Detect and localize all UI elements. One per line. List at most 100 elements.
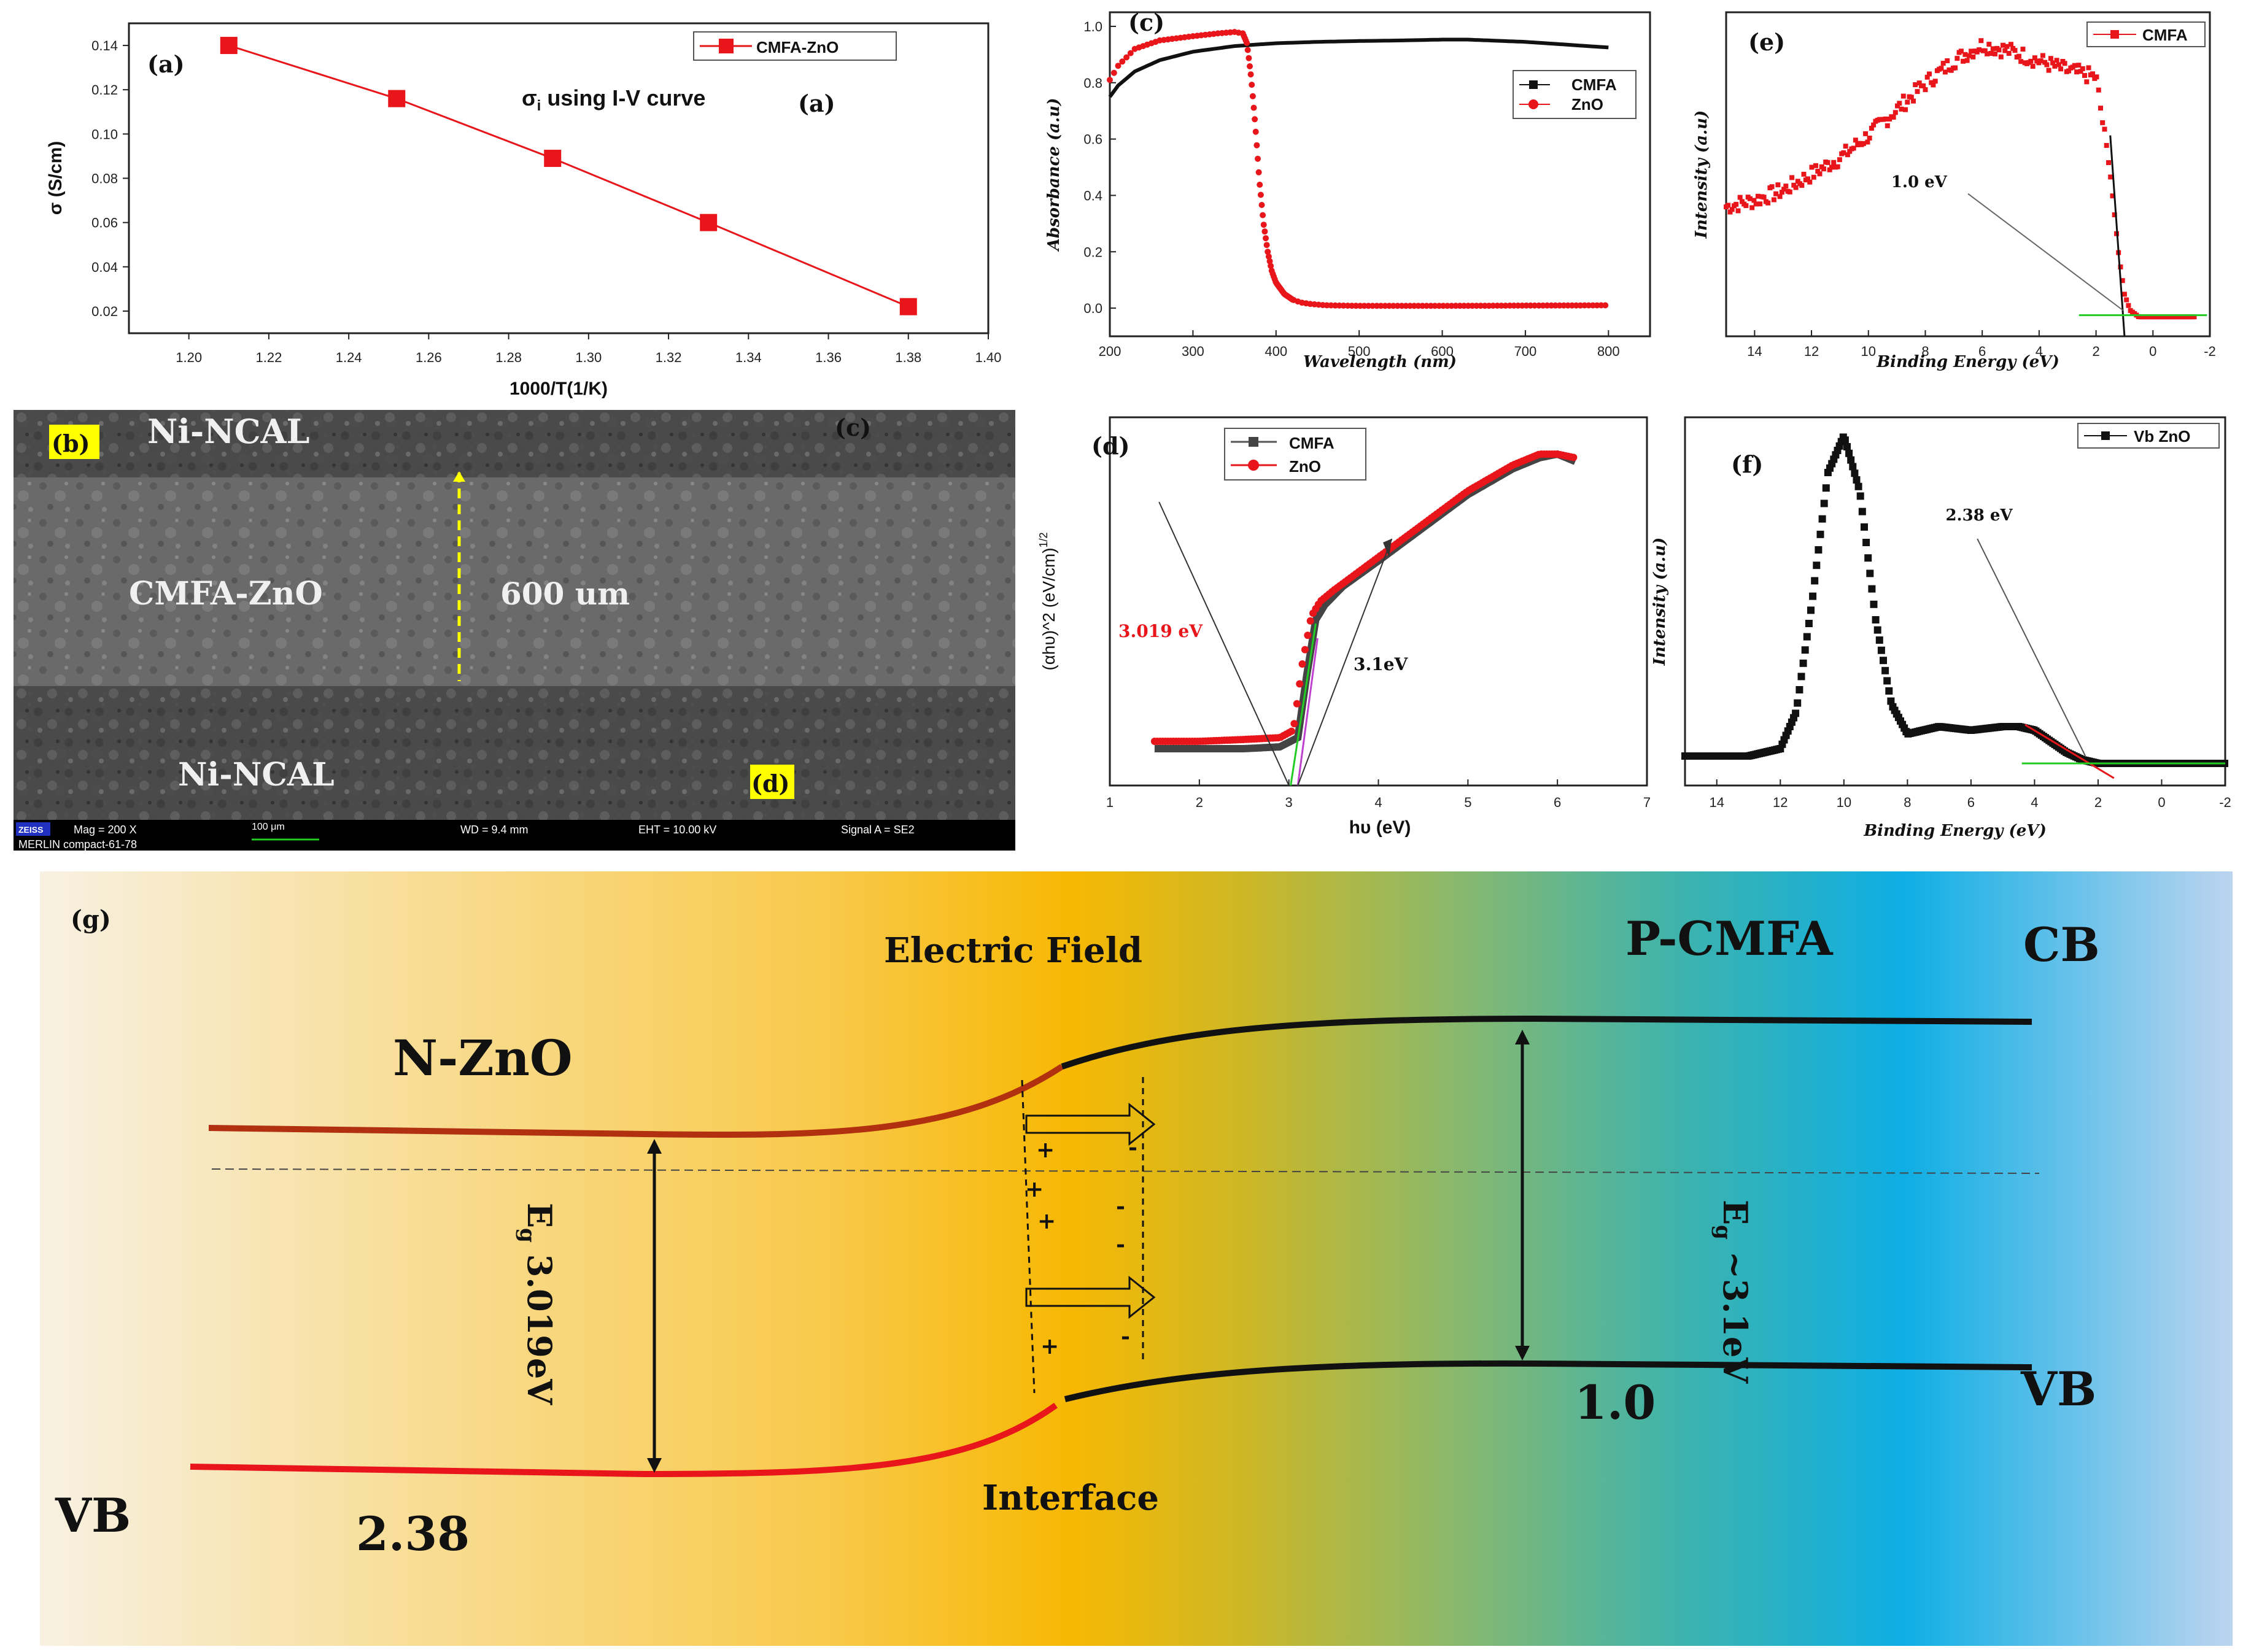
data-point xyxy=(388,90,406,107)
data-point-cmfa xyxy=(1923,87,1928,93)
data-point-cmfa xyxy=(2124,297,2129,303)
panel-c-frame xyxy=(1109,11,1651,338)
data-point-cmfa xyxy=(1825,160,1830,165)
panel-c-tag: (c) xyxy=(1128,9,1164,36)
x-tick-label: 0 xyxy=(2158,795,2165,810)
data-point-cmfa xyxy=(2076,63,2082,68)
panel-c-legend-box xyxy=(1513,70,1637,119)
data-point-cmfa xyxy=(1861,141,1866,146)
data-point-cmfa xyxy=(2126,303,2131,308)
panel-e-frame xyxy=(1725,11,2211,338)
data-point-cmfa xyxy=(1827,167,1832,172)
panel-d-tag-bg xyxy=(750,765,794,799)
panel-f-frame xyxy=(1684,416,2226,787)
data-point-cmfa xyxy=(1726,203,1731,208)
data-point-cmfa xyxy=(2096,87,2101,93)
data-point-vb-zno xyxy=(1816,530,1824,538)
sem-mag: Mag = 200 X xyxy=(74,824,137,836)
panel-g-band-diagram: (g) Electric Field P-CMFA CB N-ZnO Eg 3.… xyxy=(40,871,2233,1646)
data-point-zno xyxy=(1304,631,1312,639)
data-point-cmfa xyxy=(1755,193,1761,199)
series-line-cmfa xyxy=(1154,450,1577,752)
tangent-line-cmfa xyxy=(1296,638,1319,786)
panel-d-plot xyxy=(1150,450,1578,786)
electric-field-arrow-top xyxy=(1025,1102,1156,1146)
zno-conduction-band xyxy=(208,1063,1064,1138)
y-tick-label: 0.06 xyxy=(91,215,118,231)
data-point-cmfa xyxy=(2004,44,2010,49)
data-point-cmfa xyxy=(2020,47,2026,52)
panel-d-legend-marker-cmfa xyxy=(1249,437,1258,447)
data-point-cmfa xyxy=(2018,59,2024,64)
data-point-cmfa xyxy=(1815,169,1821,174)
data-point-cmfa xyxy=(1990,46,1996,52)
data-point-cmfa xyxy=(1911,98,1916,104)
panel-e-xlabel: Binding Energy (eV) xyxy=(1876,353,2059,371)
panel-f-plot: 2.38 eV xyxy=(1681,433,2228,779)
data-point-vb-zno xyxy=(1887,697,1895,705)
data-point-vb-zno xyxy=(1851,469,1859,477)
data-point-cmfa xyxy=(2066,68,2072,74)
x-tick-label: 12 xyxy=(1804,344,1819,359)
data-point-cmfa xyxy=(1807,179,1813,185)
data-point-zno xyxy=(1244,47,1251,53)
data-point xyxy=(220,37,238,55)
y-tick-label: 1.0 xyxy=(1083,19,1102,34)
data-point-zno xyxy=(1266,258,1273,264)
data-point-zno xyxy=(1265,249,1271,255)
data-point-cmfa xyxy=(2038,58,2043,64)
data-point-vb-zno xyxy=(1885,687,1893,695)
panel-e-legend-marker xyxy=(2110,30,2119,39)
x-tick-label: 6 xyxy=(1554,795,1561,810)
data-point-vb-zno xyxy=(1870,600,1878,608)
minus-charge-1: - xyxy=(1128,1135,1137,1160)
data-point-cmfa xyxy=(1895,103,1900,109)
data-point-cmfa xyxy=(2028,58,2034,64)
data-point-cmfa xyxy=(2046,68,2051,73)
sem-info-bar: ZEISS MERLIN compact-61-78 Mag = 200 X 1… xyxy=(14,820,1015,851)
data-point-cmfa xyxy=(2052,63,2058,69)
data-point-cmfa xyxy=(1931,82,1936,88)
data-point-zno xyxy=(1252,116,1258,123)
data-point-cmfa xyxy=(1869,126,1874,131)
data-point-zno xyxy=(1298,660,1306,668)
data-point-vb-zno xyxy=(1813,562,1821,569)
x-tick-label: 14 xyxy=(1747,344,1762,359)
data-point-cmfa xyxy=(2062,61,2067,66)
panel-d-legend-box xyxy=(1224,428,1366,481)
data-point-vb-zno xyxy=(1797,673,1805,681)
data-point-cmfa xyxy=(2072,63,2077,68)
plus-charge-4: + xyxy=(1040,1334,1059,1359)
x-tick-label: 1.34 xyxy=(735,350,762,365)
data-point-cmfa xyxy=(2002,48,2008,53)
data-point-zno xyxy=(1260,212,1266,218)
data-point-cmfa xyxy=(1751,198,1757,203)
data-point-cmfa xyxy=(1986,42,1992,47)
data-point-cmfa xyxy=(1783,183,1789,189)
data-point-cmfa xyxy=(1899,106,1904,112)
panel-d-ylabel: (αhυ)^2 (eV/cm)1/2 xyxy=(1037,532,1058,670)
x-tick-label: 10 xyxy=(1861,344,1876,359)
panel-a-y-ticks: 0.02 0.04 0.06 0.08 0.10 0.12 0.14 xyxy=(91,38,129,319)
panel-c-ylabel: Absorbance (a.u) xyxy=(1045,98,1063,253)
panel-f-legend-label: Vb ZnO xyxy=(2134,427,2190,446)
data-point-vb-zno xyxy=(1805,620,1813,627)
data-point-zno xyxy=(1257,182,1263,188)
data-point-zno xyxy=(1252,128,1259,135)
data-point-zno xyxy=(1255,169,1262,176)
sem-brand-badge xyxy=(16,822,50,836)
panel-c-legend-cmfa: CMFA xyxy=(1571,75,1617,94)
data-point-cmfa xyxy=(1735,208,1741,214)
data-point-cmfa xyxy=(1942,69,1948,75)
panel-d-xlabel: hυ (eV) xyxy=(1349,817,1411,838)
data-point-cmfa xyxy=(1743,203,1749,209)
data-point-cmfa xyxy=(1843,144,1848,149)
panel-f-xlabel: Binding Energy (eV) xyxy=(1863,822,2047,840)
depletion-left-boundary xyxy=(1021,1079,1036,1394)
x-tick-label: 400 xyxy=(1265,344,1287,359)
panel-d-tauc-chart: (d) CMFA ZnO 1 2 3 4 5 6 7 3.019 eV 3.1eV hυ (… xyxy=(1037,416,1651,838)
cb-label: CB xyxy=(2023,917,2100,972)
data-point-zno xyxy=(1123,54,1130,61)
data-point-vb-zno xyxy=(1818,515,1826,523)
